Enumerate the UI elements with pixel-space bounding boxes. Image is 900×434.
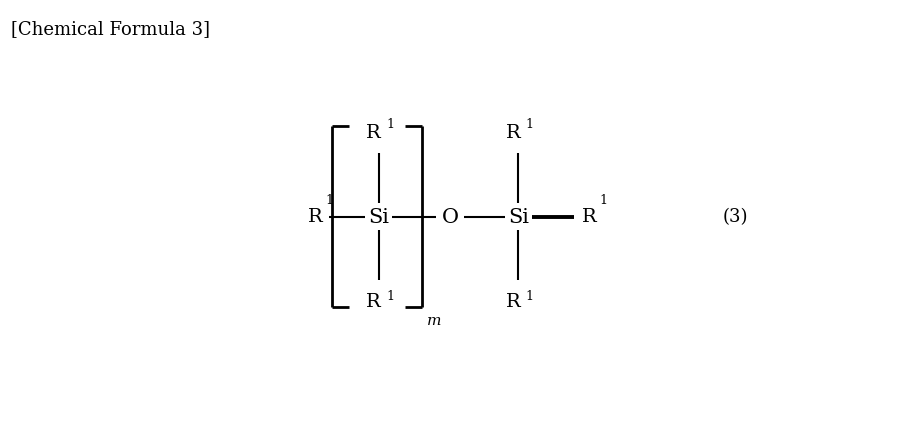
Text: [Chemical Formula 3]: [Chemical Formula 3]	[11, 20, 210, 37]
Text: 1: 1	[326, 193, 334, 206]
Text: R: R	[582, 208, 597, 226]
Text: 1: 1	[386, 118, 394, 131]
Text: R: R	[506, 123, 521, 141]
Text: 1: 1	[526, 289, 534, 302]
Text: Si: Si	[368, 207, 389, 227]
Text: R: R	[308, 208, 322, 226]
Text: m: m	[427, 313, 442, 327]
Text: 1: 1	[599, 193, 608, 206]
Text: O: O	[442, 207, 458, 227]
Text: 1: 1	[526, 118, 534, 131]
Text: R: R	[506, 293, 521, 311]
Text: 1: 1	[386, 289, 394, 302]
Text: R: R	[366, 293, 381, 311]
Text: (3): (3)	[723, 208, 749, 226]
Text: Si: Si	[508, 207, 529, 227]
Text: R: R	[366, 123, 381, 141]
